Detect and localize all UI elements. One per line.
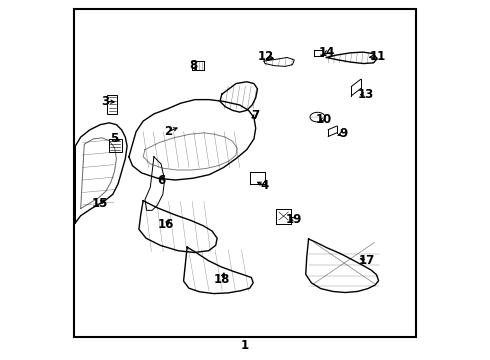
Text: 4: 4 (261, 179, 269, 192)
Text: 17: 17 (359, 254, 375, 267)
Text: 12: 12 (258, 50, 274, 63)
Text: 15: 15 (92, 197, 108, 210)
Text: 9: 9 (339, 127, 347, 140)
Text: 8: 8 (189, 59, 197, 72)
Text: 10: 10 (316, 113, 332, 126)
Text: 3: 3 (101, 95, 109, 108)
Text: 2: 2 (164, 125, 172, 138)
Text: 6: 6 (157, 174, 165, 186)
Text: 13: 13 (358, 88, 374, 101)
Text: 1: 1 (241, 338, 249, 351)
Text: 19: 19 (286, 213, 302, 226)
Text: 5: 5 (110, 132, 119, 145)
Text: 7: 7 (252, 109, 260, 122)
FancyBboxPatch shape (109, 139, 122, 152)
Text: 18: 18 (214, 273, 230, 286)
Ellipse shape (310, 112, 325, 122)
Text: 16: 16 (157, 218, 174, 231)
Text: 14: 14 (319, 46, 335, 59)
Text: 11: 11 (370, 50, 386, 63)
FancyBboxPatch shape (107, 95, 117, 113)
